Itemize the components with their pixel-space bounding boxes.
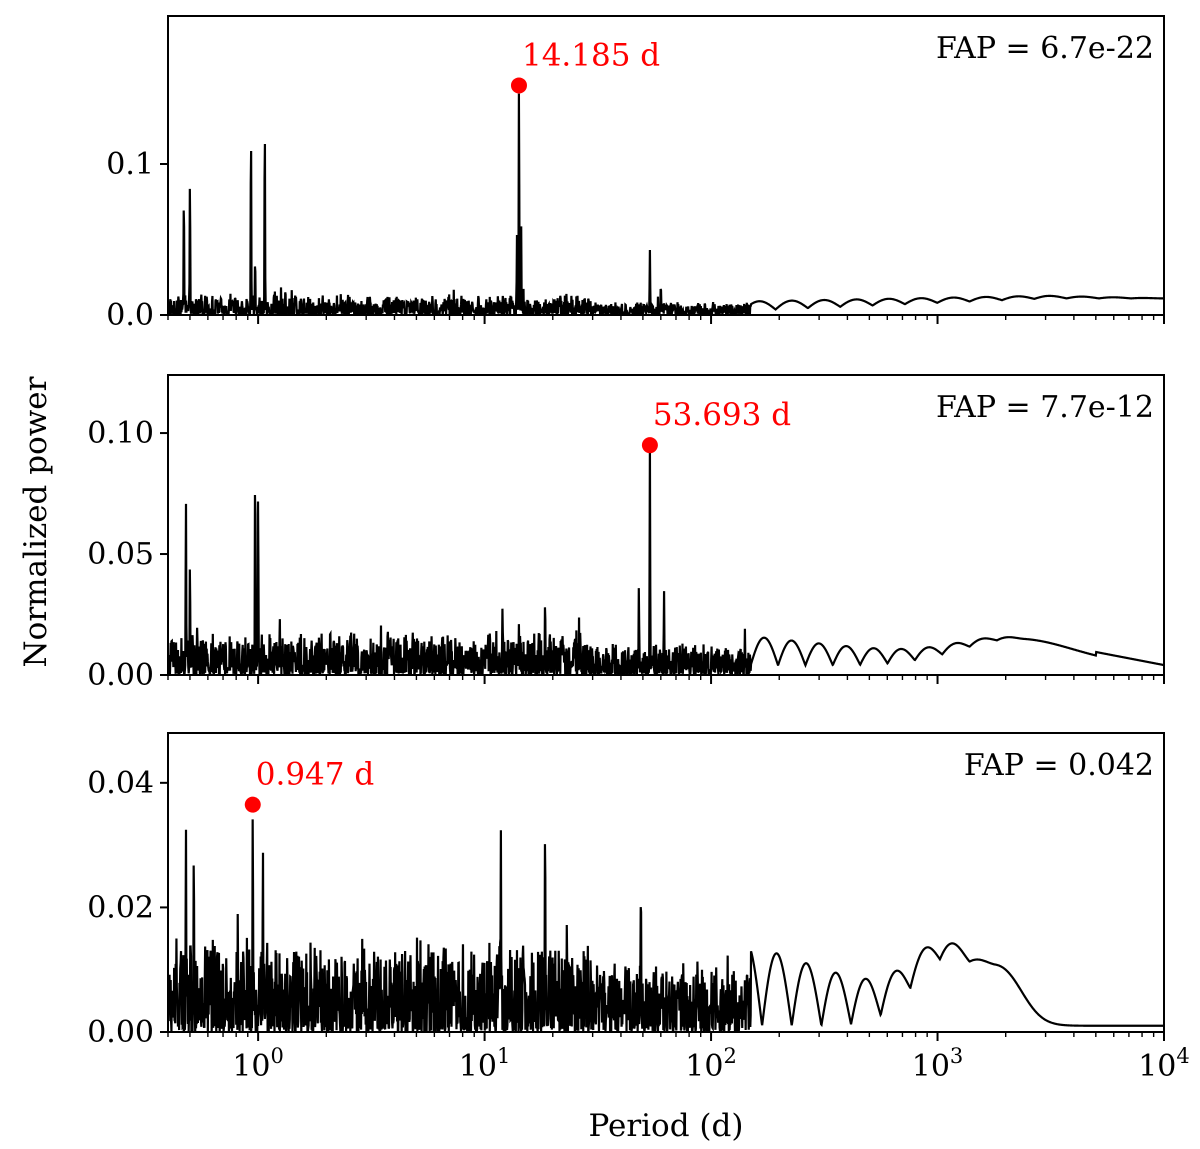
y-axis-label: Normalized power [18,376,54,667]
periodogram-line-1 [168,93,1164,315]
x-tick-exponent: 1 [497,1044,510,1068]
x-tick-label: 101 [459,1044,511,1084]
fap-label-2: FAP = 7.7e-12 [936,390,1154,425]
peak-marker-1 [510,77,527,94]
axes-frame-1 [167,15,1165,316]
x-tick-base: 10 [232,1049,270,1084]
x-tick-exponent: 2 [723,1044,736,1068]
x-tick-base: 10 [459,1049,497,1084]
y-tick-label: 0.04 [87,766,154,801]
panel-3: 0.00 0.02 0.04 0.947 d FAP = 0.042 [87,732,1165,1050]
axes-frame-3 [167,732,1165,1033]
panels-group: 0.0 0.1 14.185 d FAP = 6.7e-22 0.00 0.05 0.10 5… [87,15,1190,1084]
fap-label-1: FAP = 6.7e-22 [936,31,1154,66]
periodogram-line-3 [168,819,1164,1032]
x-tick-label: 103 [912,1044,964,1084]
x-tick-exponent: 3 [950,1044,963,1068]
y-tick-label: 0.0 [106,298,154,333]
axes-frame-2 [167,374,1165,676]
y-tick-label: 0.1 [106,147,154,182]
peak-label-3: 0.947 d [256,757,374,793]
panel-1: 0.0 0.1 14.185 d FAP = 6.7e-22 [106,15,1165,333]
x-tick-base: 10 [685,1049,723,1084]
y-tick-label: 0.02 [87,890,154,925]
x-tick-exponent: 4 [1176,1044,1189,1068]
panel-2: 0.00 0.05 0.10 53.693 d FAP = 7.7e-12 [87,374,1165,693]
peak-marker-3 [244,796,261,813]
y-tick-label: 0.00 [87,1015,154,1050]
peak-label-1: 14.185 d [522,37,660,73]
fap-label-3: FAP = 0.042 [964,748,1154,783]
x-tick-label: 102 [685,1044,737,1084]
y-tick-label: 0.05 [87,537,154,572]
x-axis-label: Period (d) [589,1108,744,1144]
x-tick-base: 10 [1138,1049,1176,1084]
peak-label-2: 53.693 d [653,397,791,433]
x-tick-base: 10 [912,1049,950,1084]
x-tick-exponent: 0 [271,1044,284,1068]
x-tick-label: 104 [1138,1044,1190,1084]
peak-marker-2 [641,437,658,454]
y-tick-label: 0.10 [87,416,154,451]
y-tick-label: 0.00 [87,658,154,693]
periodogram-line-2 [168,445,1164,675]
x-tick-label: 100 [232,1044,284,1084]
